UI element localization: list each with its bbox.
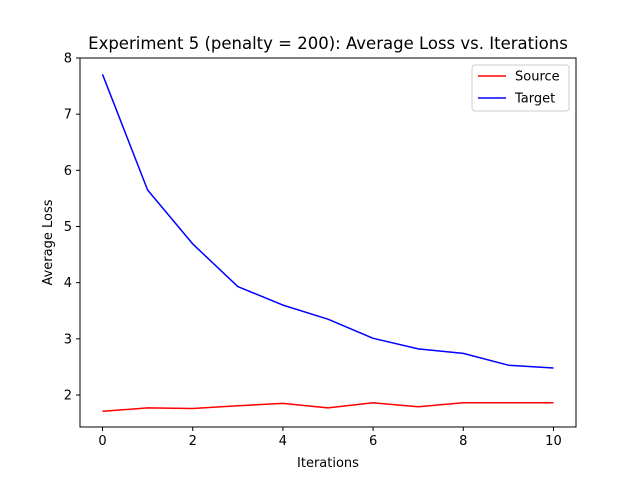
x-tick-label-0: 0 [98,434,106,449]
legend-label-target: Target [514,92,555,107]
x-tick-label-2: 2 [189,434,197,449]
legend: Source Target [471,64,570,112]
plot-frame [79,57,577,428]
y-tick-label-2: 2 [64,388,72,403]
plot-area: 0 2 4 6 8 10 2 3 4 5 6 7 8 [64,52,562,450]
x-tick-label-4: 4 [279,434,287,449]
legend-label-source: Source [515,70,560,85]
y-tick-label-3: 3 [64,332,72,347]
chart-title: Experiment 5 (penalty = 200): Average Lo… [88,34,568,53]
x-tick-label-8: 8 [459,434,467,449]
y-tick-label-7: 7 [64,108,72,123]
x-axis-label: Iterations [297,456,359,471]
y-tick-label-5: 5 [64,220,72,235]
series-line-target [101,74,554,369]
y-tick-label-6: 6 [64,164,72,179]
series-line-source [102,402,554,413]
x-tick-label-6: 6 [369,434,377,449]
y-tick-label-4: 4 [64,276,72,291]
y-tick-label-8: 8 [64,52,72,67]
x-tick-label-10: 10 [545,434,562,449]
y-axis-label: Average Loss [41,199,56,285]
